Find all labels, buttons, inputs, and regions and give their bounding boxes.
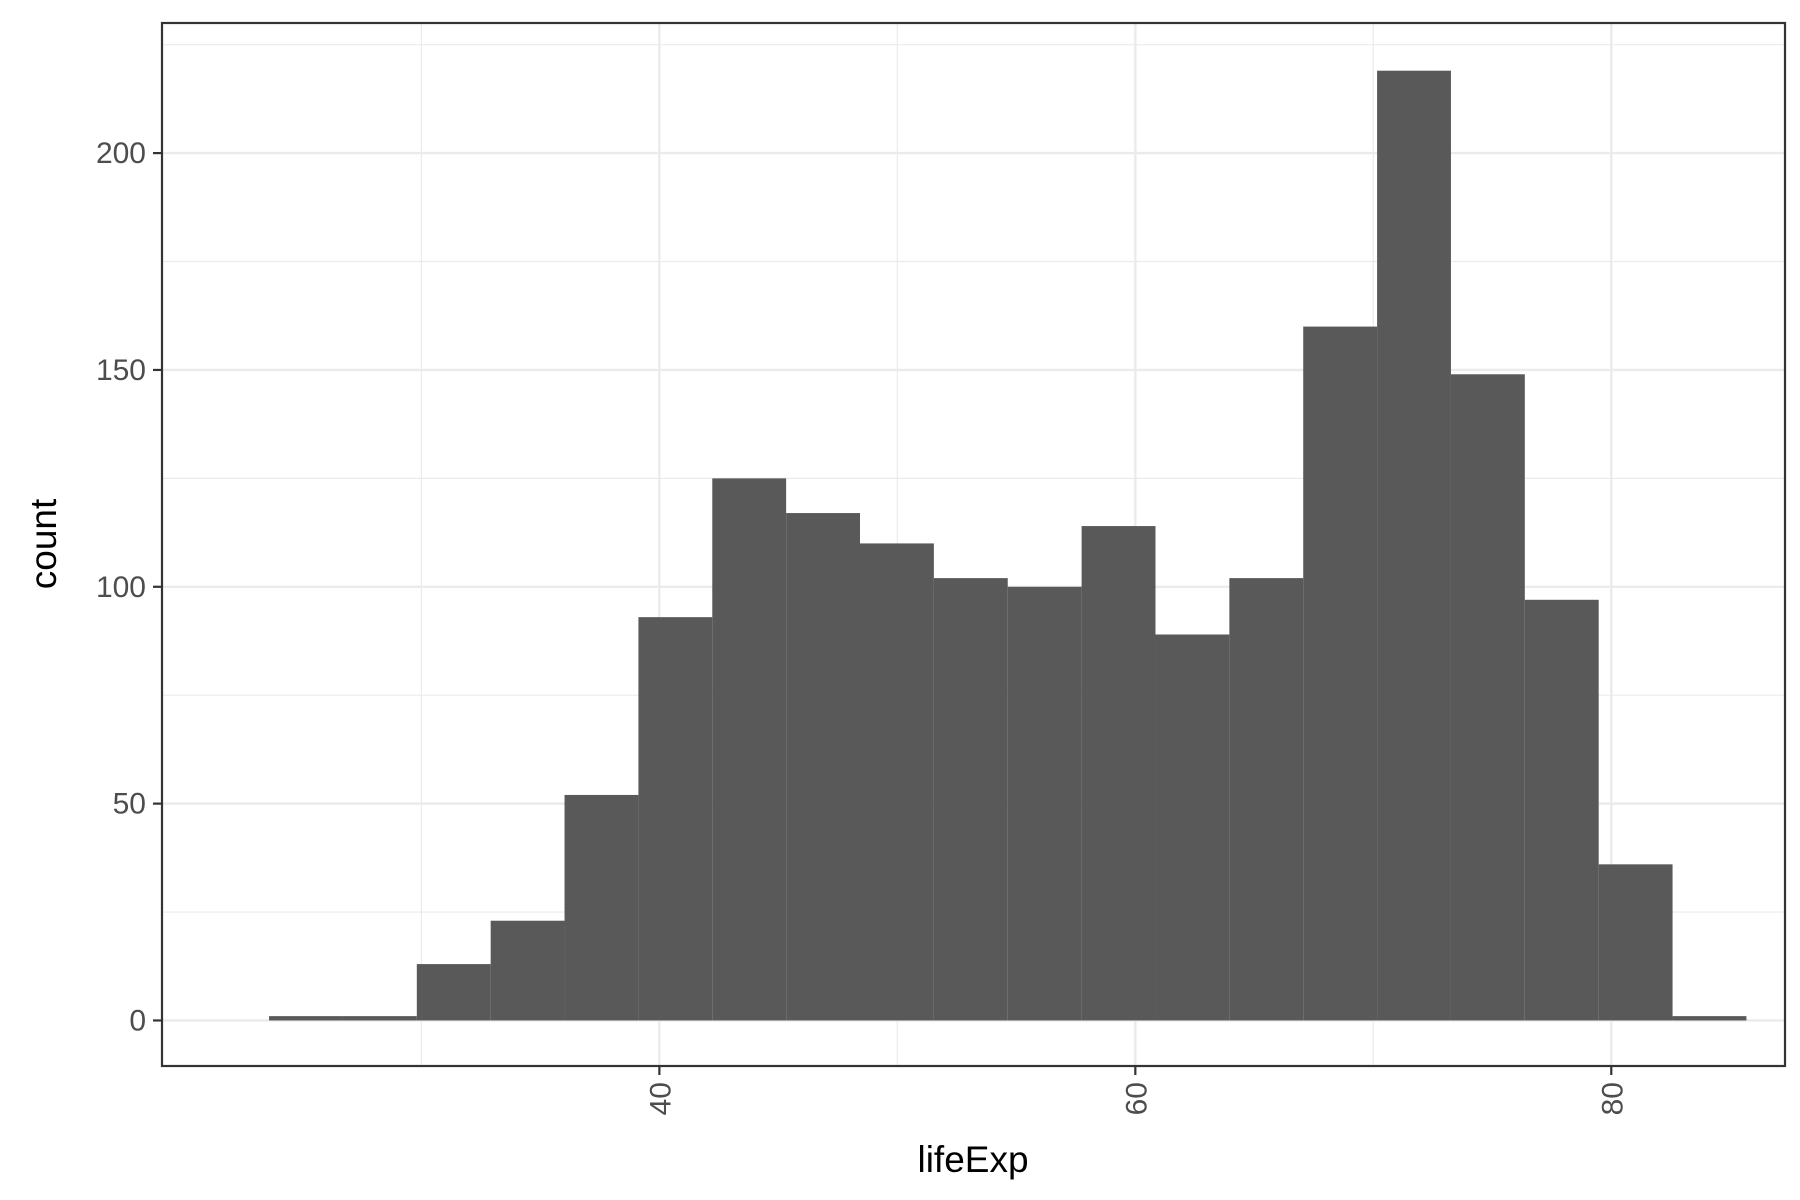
x-tick-label: 40 — [644, 1082, 677, 1115]
x-tick-label: 80 — [1596, 1082, 1629, 1115]
histogram-bar — [1007, 586, 1082, 1021]
histogram-bar — [342, 1016, 417, 1021]
histogram-bar — [269, 1016, 343, 1021]
histogram-bars — [269, 70, 1747, 1021]
x-axis-title: lifeExp — [917, 1139, 1028, 1180]
histogram-bar — [1377, 70, 1451, 1021]
histogram-bar — [786, 513, 861, 1021]
histogram-bar — [1450, 374, 1525, 1021]
histogram-bar — [1229, 578, 1304, 1021]
histogram-bar — [1303, 326, 1378, 1021]
panel-border — [160, 21, 1787, 1068]
x-tick-label: 60 — [1120, 1082, 1153, 1115]
histogram-bar — [1598, 864, 1673, 1021]
histogram-bar — [933, 578, 1008, 1021]
histogram-bar — [1081, 526, 1156, 1021]
histogram-bar — [1524, 599, 1599, 1021]
x-axis: 40 60 80 — [644, 1066, 1629, 1115]
histogram-bar — [1155, 634, 1230, 1021]
histogram-bar — [564, 794, 639, 1021]
y-tick-label: 150 — [96, 354, 146, 387]
y-tick-label: 200 — [96, 137, 146, 170]
histogram-bar — [860, 543, 934, 1021]
histogram-bar — [490, 920, 565, 1021]
y-tick-label: 100 — [96, 571, 146, 604]
histogram-bar — [712, 478, 787, 1021]
histogram-bar — [638, 617, 713, 1021]
histogram-bar — [1672, 1016, 1747, 1021]
y-axis: 0 50 100 150 200 — [96, 137, 162, 1037]
y-axis-title: count — [23, 498, 64, 589]
y-tick-label: 0 — [129, 1004, 146, 1037]
histogram-bar — [416, 964, 491, 1021]
y-tick-label: 50 — [113, 788, 146, 821]
